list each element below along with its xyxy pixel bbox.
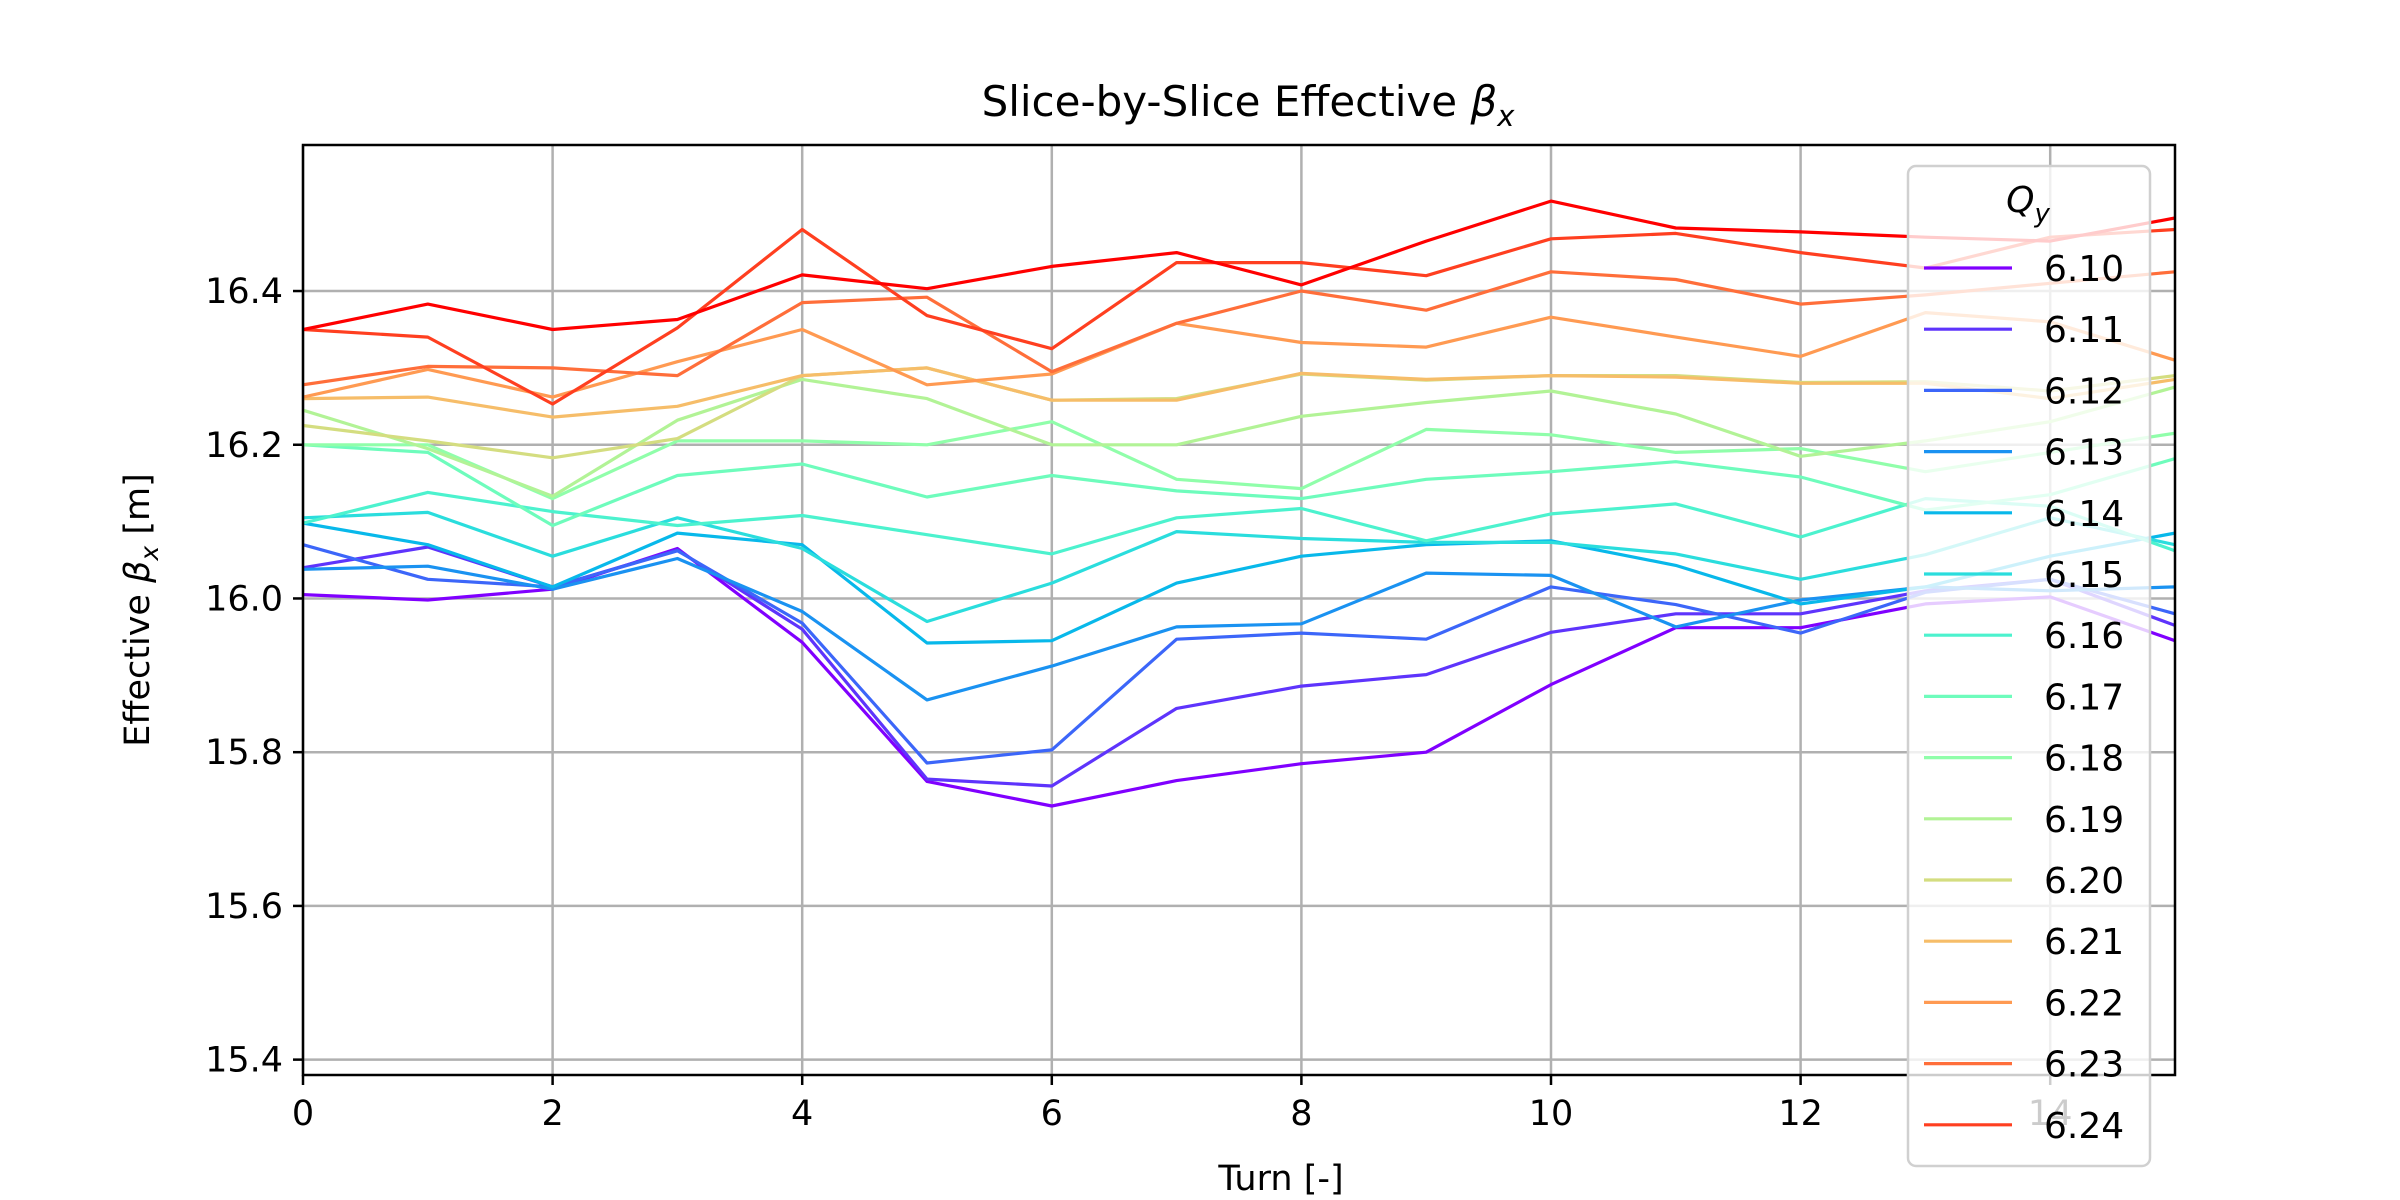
legend-label: 6.13 [2044,433,2124,474]
y-tick-label: 16.0 [205,579,283,619]
y-tick-label: 15.4 [205,1041,283,1081]
legend-label: 6.14 [2044,494,2124,535]
legend-label: 6.19 [2044,800,2124,841]
series-line-6-24 [303,227,2175,406]
x-tick-label: 4 [791,1094,813,1134]
series-line-6-17 [303,443,2175,528]
plot-frame [301,143,2177,1077]
series-line-6-12 [303,543,2175,765]
series-line-6-22 [303,311,2175,399]
series-line-6-24 [303,199,2175,332]
series-line-6-15 [303,510,2175,624]
chart-title: Slice-by-Slice Effective βx [982,77,1516,133]
legend-label: 6.15 [2044,555,2124,596]
y-tick-label: 15.8 [205,733,283,773]
y-axis-label: Effective βx [m] [118,473,164,747]
series-lines [303,199,2175,808]
legend-label: 6.23 [2044,1045,2124,1086]
legend-entries: 6.10 6.11 6.12 6.13 6.14 6.15 6.16 6.17 6.18 6.19… [1924,249,2124,1147]
legend-label: 6.10 [2044,249,2124,290]
legend-label: 6.22 [2044,983,2124,1024]
x-tick-label: 0 [292,1094,314,1134]
x-axis-label: Turn [-] [1217,1159,1343,1199]
legend-title: Qy [2006,180,2050,229]
legend-label: 6.18 [2044,739,2124,780]
series-line-6-23 [303,270,2175,387]
series-line-6-21 [303,366,2175,419]
axis-ticks: 0246810121415.415.615.816.016.216.4 [205,272,2072,1134]
legend-label: 6.16 [2044,616,2124,657]
legend-label: 6.11 [2044,310,2124,351]
x-tick-label: 12 [1778,1094,1823,1134]
legend-label: 6.24 [2044,1106,2124,1147]
series-line-6-16 [303,490,2175,556]
legend-box [1906,164,2152,1168]
legend: Qy 6.106.116.126.136.146.156.166.176.186… [1906,164,2152,1168]
series-line-6-13 [303,556,2175,702]
y-tick-label: 16.2 [205,426,283,466]
x-tick-label: 10 [1529,1094,1574,1134]
legend-label: 6.20 [2044,861,2124,902]
x-tick-label: 2 [541,1094,563,1134]
y-tick-label: 16.4 [205,272,283,312]
y-tick-label: 15.6 [205,887,283,927]
legend-label: 6.17 [2044,677,2124,718]
series-line-6-19 [303,377,2175,498]
x-tick-label: 6 [1041,1094,1063,1134]
legend-label: 6.21 [2044,922,2124,963]
series-line-6-14 [303,521,2175,645]
x-tick-label: 8 [1290,1094,1312,1134]
series-line-6-18 [303,420,2175,501]
legend-label: 6.12 [2044,371,2124,412]
